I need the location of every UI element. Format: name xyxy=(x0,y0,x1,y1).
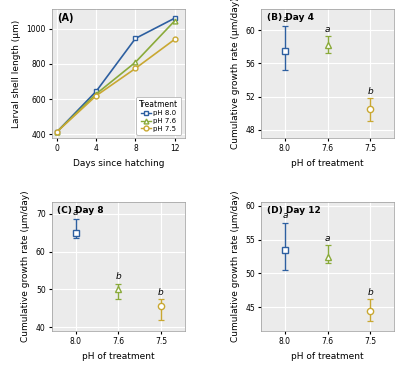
Text: b: b xyxy=(368,288,373,297)
Text: a: a xyxy=(325,234,330,243)
Text: a: a xyxy=(325,25,330,34)
Y-axis label: Cumulative growth rate (μm/day): Cumulative growth rate (μm/day) xyxy=(22,191,30,343)
Text: b: b xyxy=(116,272,121,281)
Text: (D) Day 12: (D) Day 12 xyxy=(267,206,320,215)
Legend: pH 8.0, pH 7.6, pH 7.5: pH 8.0, pH 7.6, pH 7.5 xyxy=(136,97,181,135)
Text: b: b xyxy=(368,87,373,96)
X-axis label: pH of treatment: pH of treatment xyxy=(292,159,364,168)
Text: b: b xyxy=(158,288,164,297)
Text: a: a xyxy=(282,15,288,24)
Y-axis label: Cumulative growth rate (μm/day): Cumulative growth rate (μm/day) xyxy=(231,0,240,150)
Text: a: a xyxy=(282,211,288,220)
Y-axis label: Cumulative growth rate (μm/day): Cumulative growth rate (μm/day) xyxy=(231,191,240,343)
Text: (C) Day 8: (C) Day 8 xyxy=(57,206,104,215)
X-axis label: pH of treatment: pH of treatment xyxy=(292,352,364,361)
Text: (A): (A) xyxy=(57,13,74,23)
X-axis label: Days since hatching: Days since hatching xyxy=(72,159,164,168)
X-axis label: pH of treatment: pH of treatment xyxy=(82,352,154,361)
Text: (B) Day 4: (B) Day 4 xyxy=(267,13,314,22)
Text: a: a xyxy=(73,208,78,217)
Y-axis label: Larval shell length (μm): Larval shell length (μm) xyxy=(12,19,21,128)
